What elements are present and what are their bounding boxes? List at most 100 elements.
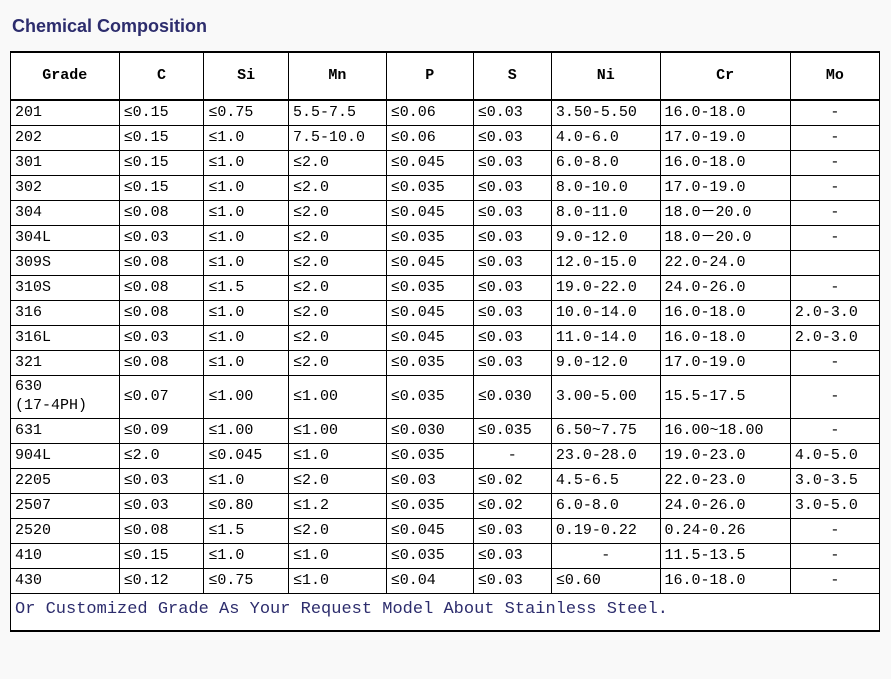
- table-cell: ≤0.030: [473, 376, 551, 419]
- table-cell: ≤0.035: [386, 443, 473, 468]
- table-cell: ≤0.045: [386, 201, 473, 226]
- table-cell: 16.0-18.0: [660, 568, 790, 593]
- table-head: GradeCSiMnPSNiCrMo: [11, 52, 880, 100]
- table-cell: ≤0.035: [386, 276, 473, 301]
- table-cell: ≤2.0: [289, 276, 387, 301]
- table-cell: 904L: [11, 443, 120, 468]
- table-cell: -: [790, 518, 879, 543]
- table-cell: ≤0.035: [386, 493, 473, 518]
- table-cell: 18.0－20.0: [660, 226, 790, 251]
- table-cell: ≤0.03: [386, 468, 473, 493]
- table-cell: 17.0-19.0: [660, 351, 790, 376]
- table-cell: ≤2.0: [289, 251, 387, 276]
- table-cell: ≤2.0: [289, 301, 387, 326]
- table-cell: ≤0.03: [473, 201, 551, 226]
- table-cell: ≤2.0: [289, 201, 387, 226]
- table-cell: -: [790, 126, 879, 151]
- table-cell: 2520: [11, 518, 120, 543]
- table-row: 630(17-4PH)≤0.07≤1.00≤1.00≤0.035≤0.0303.…: [11, 376, 880, 419]
- table-cell: ≤0.06: [386, 126, 473, 151]
- table-cell: ≤0.03: [473, 543, 551, 568]
- table-row: 2507≤0.03≤0.80≤1.2≤0.035≤0.026.0-8.024.0…: [11, 493, 880, 518]
- table-cell: ≤0.03: [473, 351, 551, 376]
- table-cell: ≤0.045: [386, 518, 473, 543]
- table-cell: ≤0.15: [119, 543, 204, 568]
- table-cell: 16.00~18.00: [660, 418, 790, 443]
- table-cell: ≤0.03: [473, 126, 551, 151]
- table-cell: ≤0.03: [119, 226, 204, 251]
- table-cell: 15.5-17.5: [660, 376, 790, 419]
- table-cell: 10.0-14.0: [551, 301, 660, 326]
- table-cell: 310S: [11, 276, 120, 301]
- table-cell: 16.0-18.0: [660, 151, 790, 176]
- table-cell: ≤0.03: [473, 326, 551, 351]
- table-cell: ≤0.03: [473, 176, 551, 201]
- table-cell: 2205: [11, 468, 120, 493]
- table-cell: ≤0.09: [119, 418, 204, 443]
- table-cell: 17.0-19.0: [660, 176, 790, 201]
- table-row: 430≤0.12≤0.75≤1.0≤0.04≤0.03≤0.6016.0-18.…: [11, 568, 880, 593]
- table-cell: ≤1.2: [289, 493, 387, 518]
- table-cell: ≤1.0: [204, 326, 289, 351]
- table-cell: 24.0-26.0: [660, 276, 790, 301]
- table-cell: ≤1.00: [204, 418, 289, 443]
- table-row: 321≤0.08≤1.0≤2.0≤0.035≤0.039.0-12.017.0-…: [11, 351, 880, 376]
- table-cell: ≤1.0: [204, 543, 289, 568]
- table-cell: ≤1.5: [204, 518, 289, 543]
- table-cell: ≤2.0: [289, 351, 387, 376]
- column-header: Si: [204, 52, 289, 100]
- table-cell: 2.0-3.0: [790, 326, 879, 351]
- table-row: 202≤0.15≤1.07.5-10.0≤0.06≤0.034.0-6.017.…: [11, 126, 880, 151]
- table-cell: ≤0.035: [386, 351, 473, 376]
- table-cell: [790, 251, 879, 276]
- table-cell: ≤0.02: [473, 468, 551, 493]
- table-cell: ≤0.08: [119, 251, 204, 276]
- table-cell: ≤0.04: [386, 568, 473, 593]
- table-cell: 12.0-15.0: [551, 251, 660, 276]
- table-cell: -: [790, 543, 879, 568]
- table-cell: 321: [11, 351, 120, 376]
- table-cell: 17.0-19.0: [660, 126, 790, 151]
- table-cell: ≤0.03: [119, 468, 204, 493]
- table-cell: 2.0-3.0: [790, 301, 879, 326]
- page-title: Chemical Composition: [12, 16, 881, 37]
- table-cell: 316L: [11, 326, 120, 351]
- table-body: 201≤0.15≤0.755.5-7.5≤0.06≤0.033.50-5.501…: [11, 100, 880, 631]
- table-row: 410≤0.15≤1.0≤1.0≤0.035≤0.03-11.5-13.5-: [11, 543, 880, 568]
- composition-table: GradeCSiMnPSNiCrMo 201≤0.15≤0.755.5-7.5≤…: [10, 51, 880, 632]
- table-cell: ≤0.08: [119, 351, 204, 376]
- column-header: Cr: [660, 52, 790, 100]
- table-cell: ≤0.06: [386, 100, 473, 126]
- table-cell: 309S: [11, 251, 120, 276]
- table-cell: 16.0-18.0: [660, 326, 790, 351]
- table-cell: 304: [11, 201, 120, 226]
- table-row: 2520≤0.08≤1.5≤2.0≤0.045≤0.030.19-0.220.2…: [11, 518, 880, 543]
- table-cell: -: [473, 443, 551, 468]
- table-cell: ≤0.030: [386, 418, 473, 443]
- table-cell: ≤0.03: [473, 518, 551, 543]
- table-cell: -: [790, 226, 879, 251]
- table-cell: ≤0.03: [473, 151, 551, 176]
- table-cell: ≤1.0: [204, 301, 289, 326]
- table-cell: ≤2.0: [289, 518, 387, 543]
- table-cell: -: [790, 151, 879, 176]
- table-cell: ≤0.045: [204, 443, 289, 468]
- table-row: 904L≤2.0≤0.045≤1.0≤0.035-23.0-28.019.0-2…: [11, 443, 880, 468]
- table-cell: 202: [11, 126, 120, 151]
- table-cell: 8.0-10.0: [551, 176, 660, 201]
- table-cell: ≤0.03: [473, 226, 551, 251]
- table-cell: 23.0-28.0: [551, 443, 660, 468]
- table-cell: 316: [11, 301, 120, 326]
- table-cell: ≤1.0: [204, 251, 289, 276]
- table-cell: ≤0.03: [119, 493, 204, 518]
- table-cell: ≤0.035: [386, 176, 473, 201]
- table-cell: 16.0-18.0: [660, 100, 790, 126]
- table-cell: 3.50-5.50: [551, 100, 660, 126]
- table-cell: 0.19-0.22: [551, 518, 660, 543]
- table-cell: 0.24-0.26: [660, 518, 790, 543]
- table-cell: ≤0.08: [119, 518, 204, 543]
- table-cell: 9.0-12.0: [551, 351, 660, 376]
- table-row: 302≤0.15≤1.0≤2.0≤0.035≤0.038.0-10.017.0-…: [11, 176, 880, 201]
- table-cell: 11.0-14.0: [551, 326, 660, 351]
- table-cell: ≤0.03: [473, 100, 551, 126]
